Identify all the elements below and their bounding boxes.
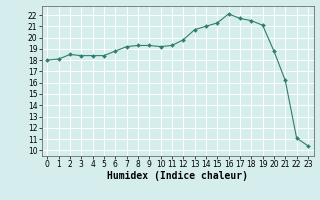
X-axis label: Humidex (Indice chaleur): Humidex (Indice chaleur) — [107, 171, 248, 181]
